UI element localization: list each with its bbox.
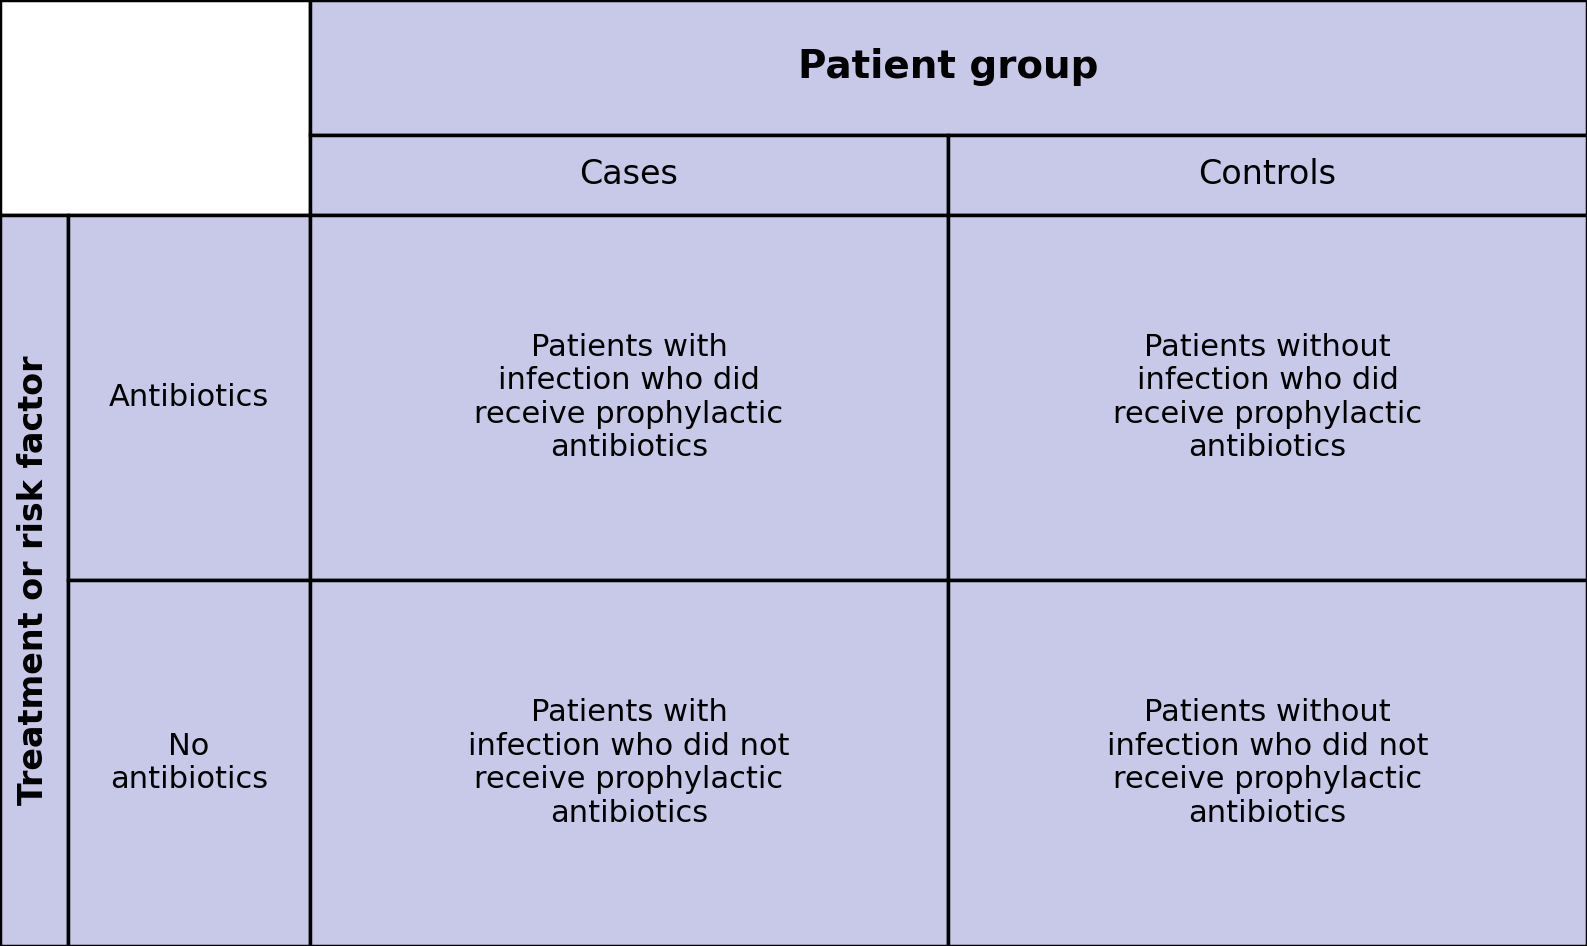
Text: Controls: Controls bbox=[1198, 159, 1336, 191]
FancyBboxPatch shape bbox=[68, 215, 309, 580]
FancyBboxPatch shape bbox=[947, 135, 1587, 215]
FancyBboxPatch shape bbox=[309, 135, 947, 215]
Text: Treatment or risk factor: Treatment or risk factor bbox=[17, 356, 51, 805]
FancyBboxPatch shape bbox=[0, 215, 68, 946]
Text: No
antibiotics: No antibiotics bbox=[110, 731, 268, 795]
FancyBboxPatch shape bbox=[68, 580, 309, 946]
Text: Patients with
infection who did not
receive prophylactic
antibiotics: Patients with infection who did not rece… bbox=[468, 698, 790, 828]
Text: Patients without
infection who did not
receive prophylactic
antibiotics: Patients without infection who did not r… bbox=[1106, 698, 1428, 828]
FancyBboxPatch shape bbox=[947, 580, 1587, 946]
Text: Cases: Cases bbox=[579, 159, 678, 191]
Text: Patients without
infection who did
receive prophylactic
antibiotics: Patients without infection who did recei… bbox=[1112, 333, 1422, 463]
FancyBboxPatch shape bbox=[309, 580, 947, 946]
Text: Patient group: Patient group bbox=[798, 48, 1098, 86]
FancyBboxPatch shape bbox=[947, 215, 1587, 580]
FancyBboxPatch shape bbox=[309, 215, 947, 580]
FancyBboxPatch shape bbox=[309, 0, 1587, 135]
Text: Antibiotics: Antibiotics bbox=[110, 383, 270, 412]
Text: Patients with
infection who did
receive prophylactic
antibiotics: Patients with infection who did receive … bbox=[475, 333, 784, 463]
FancyBboxPatch shape bbox=[0, 0, 309, 215]
